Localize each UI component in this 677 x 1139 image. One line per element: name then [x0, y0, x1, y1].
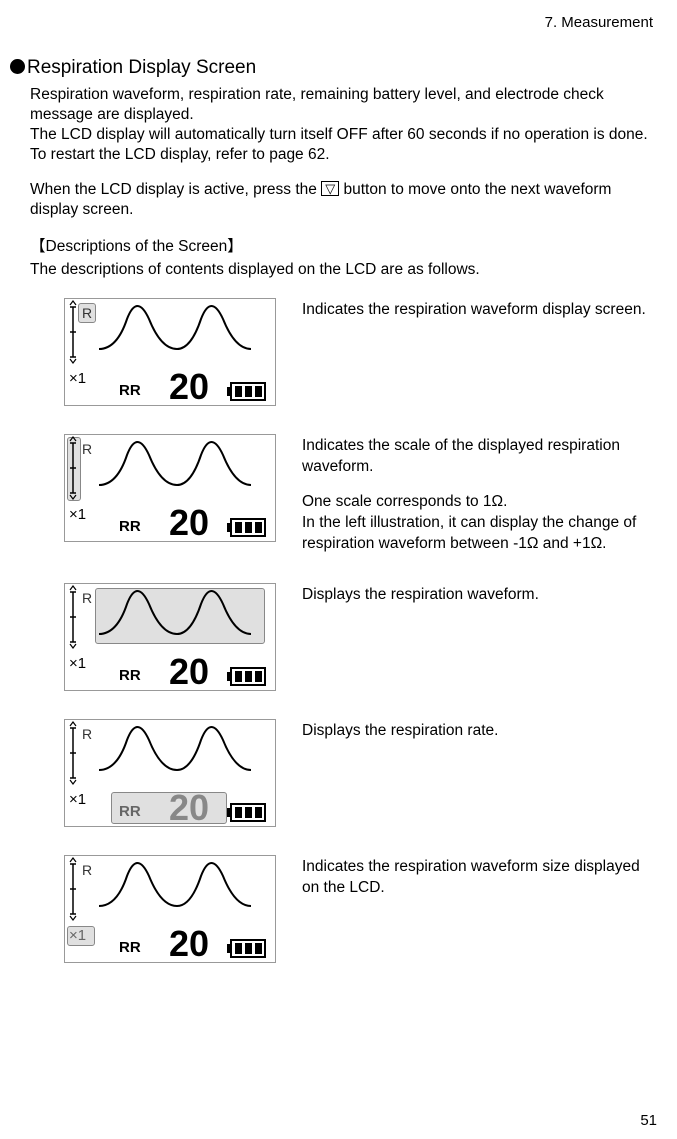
lcd-svg: R ×1 RR 20: [65, 720, 277, 828]
intro-p3a-text: When the LCD display is active, press th…: [30, 181, 321, 198]
section-title: Respiration Display Screen: [10, 57, 659, 79]
lcd-r-label: R: [82, 305, 92, 321]
bullet-icon: [10, 59, 25, 74]
lcd-rr-label: RR: [119, 382, 141, 399]
lcd-svg: R ×1 RR 20: [65, 435, 277, 543]
lcd-value: 20: [169, 366, 209, 407]
svg-text:×1: ×1: [69, 927, 86, 944]
lcd-illustration: R ×1 RR 20: [64, 298, 276, 406]
lcd-illustration: R ×1 RR 20: [64, 583, 276, 691]
row-desc-text: Indicates the scale of the displayed res…: [302, 437, 620, 475]
row-x1-indicator: R ×1 RR 20 Indicates the respiration wav…: [64, 855, 659, 963]
lcd-x1-label: ×1: [69, 370, 86, 387]
row-desc: Displays the respiration waveform.: [302, 583, 659, 606]
row-desc: Indicates the respiration waveform displ…: [302, 298, 659, 321]
intro-p1-text: Respiration waveform, respiration rate, …: [30, 86, 604, 123]
svg-text:RR: RR: [119, 518, 141, 535]
page-number: 51: [640, 1112, 657, 1129]
lcd-svg: R ×1 RR 20: [65, 584, 277, 692]
svg-text:×1: ×1: [69, 655, 86, 672]
row-rate-indicator: R ×1 RR 20 Displays the respiration rate…: [64, 719, 659, 827]
descriptions-intro: The descriptions of contents displayed o…: [30, 260, 659, 280]
intro-paragraph-1: Respiration waveform, respiration rate, …: [30, 85, 659, 166]
svg-text:RR: RR: [119, 939, 141, 956]
row-desc: Displays the respiration rate.: [302, 719, 659, 742]
svg-text:20: 20: [169, 502, 209, 543]
title-text: Respiration Display Screen: [27, 57, 256, 78]
svg-text:R: R: [82, 590, 92, 606]
intro-paragraph-2: When the LCD display is active, press th…: [30, 180, 659, 220]
lcd-illustration: R ×1 RR 20: [64, 434, 276, 542]
svg-text:×1: ×1: [69, 791, 86, 808]
lcd-illustration: R ×1 RR 20: [64, 719, 276, 827]
svg-text:RR: RR: [119, 667, 141, 684]
lcd-svg: R ×1 RR 20: [65, 299, 277, 407]
row-scale-indicator: R ×1 RR 20 Indicates the scale of the di…: [64, 434, 659, 555]
svg-text:20: 20: [169, 651, 209, 692]
row-desc: Indicates the respiration waveform size …: [302, 855, 659, 899]
lcd-svg: R ×1 RR 20: [65, 856, 277, 964]
svg-text:R: R: [82, 726, 92, 742]
down-button-icon: ▽: [321, 181, 339, 196]
description-rows: R ×1 RR 20 Indicates the respiration wav…: [64, 298, 659, 963]
intro-p2-text: The LCD display will automatically turn …: [30, 126, 648, 163]
svg-text:20: 20: [169, 923, 209, 964]
descriptions-title: 【Descriptions of the Screen】: [30, 234, 659, 256]
lcd-illustration: R ×1 RR 20: [64, 855, 276, 963]
row-waveform-indicator: R ×1 RR 20 Displays the respiration wave…: [64, 583, 659, 691]
svg-text:RR: RR: [119, 803, 141, 820]
svg-text:R: R: [82, 441, 92, 457]
chapter-header: 7. Measurement: [18, 14, 653, 31]
svg-text:20: 20: [169, 787, 209, 828]
svg-text:×1: ×1: [69, 506, 86, 523]
row-extra-text: One scale corresponds to 1Ω.In the left …: [302, 493, 636, 552]
row-desc: Indicates the scale of the displayed res…: [302, 434, 659, 555]
svg-text:R: R: [82, 862, 92, 878]
row-r-indicator: R ×1 RR 20 Indicates the respiration wav…: [64, 298, 659, 406]
